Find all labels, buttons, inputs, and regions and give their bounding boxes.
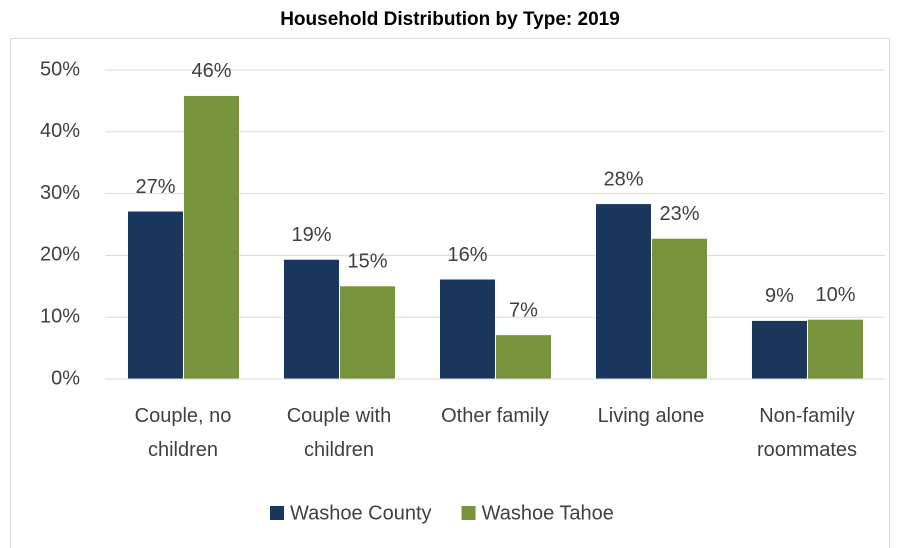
legend-swatch [270,506,284,520]
y-tick-label: 0% [51,367,80,389]
bar [184,95,239,380]
y-tick-label: 40% [40,120,80,142]
data-label: 15% [347,251,387,273]
y-tick-label: 50% [40,58,80,80]
bar [440,279,495,379]
bar [808,319,863,379]
legend-label: Washoe Tahoe [482,502,614,524]
bar [652,238,707,379]
x-tick-label: Non-family roommates [756,405,858,461]
bar [596,204,651,379]
x-tick-label: Other family [441,405,549,427]
data-label: 19% [291,224,331,246]
y-tick-label: 30% [40,182,80,204]
legend-label: Washoe County [290,502,432,524]
x-tick-label: Couple, no children [134,405,232,461]
legend-swatch [461,506,476,520]
chart-title: Household Distribution by Type: 2019 [280,9,620,30]
data-label: 7% [509,299,538,321]
data-label: 10% [815,284,855,306]
y-tick-label: 20% [40,244,80,266]
data-label: 16% [447,244,487,266]
bar [496,335,551,379]
data-label: 46% [191,60,231,82]
bar [340,286,395,379]
bar [284,259,339,379]
x-tick-label: Living alone [597,405,705,427]
bar [752,320,807,379]
x-tick-label: Couple with children [286,405,392,461]
chart-border [10,38,890,548]
data-label: 9% [765,285,794,307]
bar [128,211,183,379]
y-tick-label: 10% [40,305,80,327]
data-label: 23% [659,203,699,225]
data-label: 28% [603,168,643,190]
data-label: 27% [135,176,175,198]
